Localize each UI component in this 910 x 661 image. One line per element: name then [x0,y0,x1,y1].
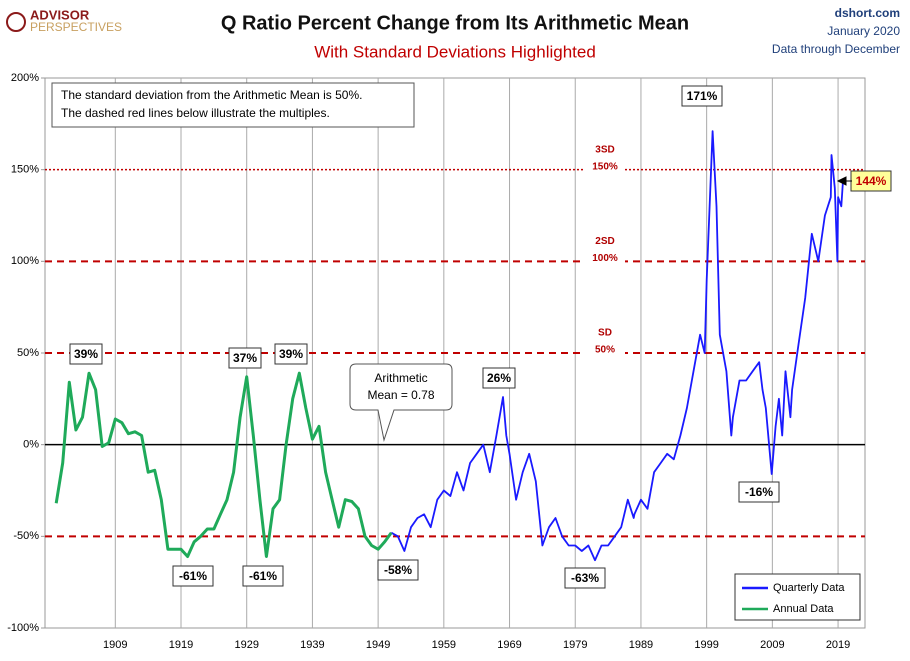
x-tick-label: 1969 [497,639,521,651]
x-tick-label: 1949 [366,639,390,651]
source: Data through December [772,42,900,56]
x-tick-label: 1979 [563,639,587,651]
note-box [51,82,415,128]
mean-label: Arithmetic [374,371,427,385]
annotation-box [274,343,308,365]
reference-label: 2SD [595,236,614,247]
annotation: -61% [249,569,277,583]
source: January 2020 [827,24,900,38]
reference-label-bg [585,343,625,357]
x-tick-label: 1909 [103,639,127,651]
y-tick-label: 0% [23,439,39,451]
reference-label-bg [585,159,625,174]
chart-title: Q Ratio Percent Change from Its Arithmet… [221,12,689,34]
x-tick-label: 1939 [300,639,324,651]
annotation-box [564,567,606,589]
annotation-box [377,559,419,581]
annotation: 171% [687,89,718,103]
annotation-box [172,565,214,587]
reference-label-bg [585,326,625,340]
reference-label: 50% [595,345,615,356]
y-tick-label: 50% [17,347,39,359]
reference-label-bg [585,142,625,157]
series-line [390,130,844,562]
y-tick-label: -100% [7,622,39,634]
logo-icon [6,12,26,32]
annotation: 39% [74,347,98,361]
reference-label-bg [585,234,625,249]
reference-label: 100% [592,253,618,264]
x-tick-label: 1999 [694,639,718,651]
x-tick-label: 1959 [432,639,456,651]
annotation-box [228,347,262,369]
mean-label: Mean = 0.78 [367,388,434,402]
annotation: -58% [384,563,412,577]
series-line [54,371,393,558]
x-tick-label: 1929 [234,639,258,651]
logo: ADVISOR [30,7,90,22]
y-tick-label: 200% [11,72,39,84]
reference-label: 3SD [595,144,614,155]
reference-label: SD [598,328,612,339]
annotation-box [242,565,284,587]
legend-label: Quarterly Data [773,582,845,594]
legend-label: Annual Data [773,603,834,615]
x-tick-label: 2019 [826,639,850,651]
y-tick-label: 150% [11,164,39,176]
note-text: The standard deviation from the Arithmet… [61,88,362,102]
annotation-box [681,85,723,107]
source: dshort.com [835,6,900,20]
reference-label: 150% [592,161,618,172]
chart-subtitle: With Standard Deviations Highlighted [314,42,596,61]
annotation: 37% [233,351,257,365]
x-tick-label: 1919 [169,639,193,651]
y-tick-label: -50% [13,530,39,542]
mean-callout [349,363,453,442]
y-tick-label: 100% [11,255,39,267]
logo: PERSPECTIVES [30,20,122,34]
annotation-box [482,367,516,389]
annotation-arrow [836,176,852,186]
annotation: -16% [745,485,773,499]
annotation-box [738,481,780,503]
annotation: 144% [856,174,887,188]
annotation: -61% [179,569,207,583]
annotation: 39% [279,347,303,361]
annotation-box [69,343,103,365]
reference-label-bg [585,251,625,266]
legend-box [734,573,861,621]
x-tick-label: 1989 [629,639,653,651]
note-text: The dashed red lines below illustrate th… [61,106,330,120]
x-tick-label: 2009 [760,639,784,651]
annotation: -63% [571,571,599,585]
annotation: 26% [487,371,511,385]
